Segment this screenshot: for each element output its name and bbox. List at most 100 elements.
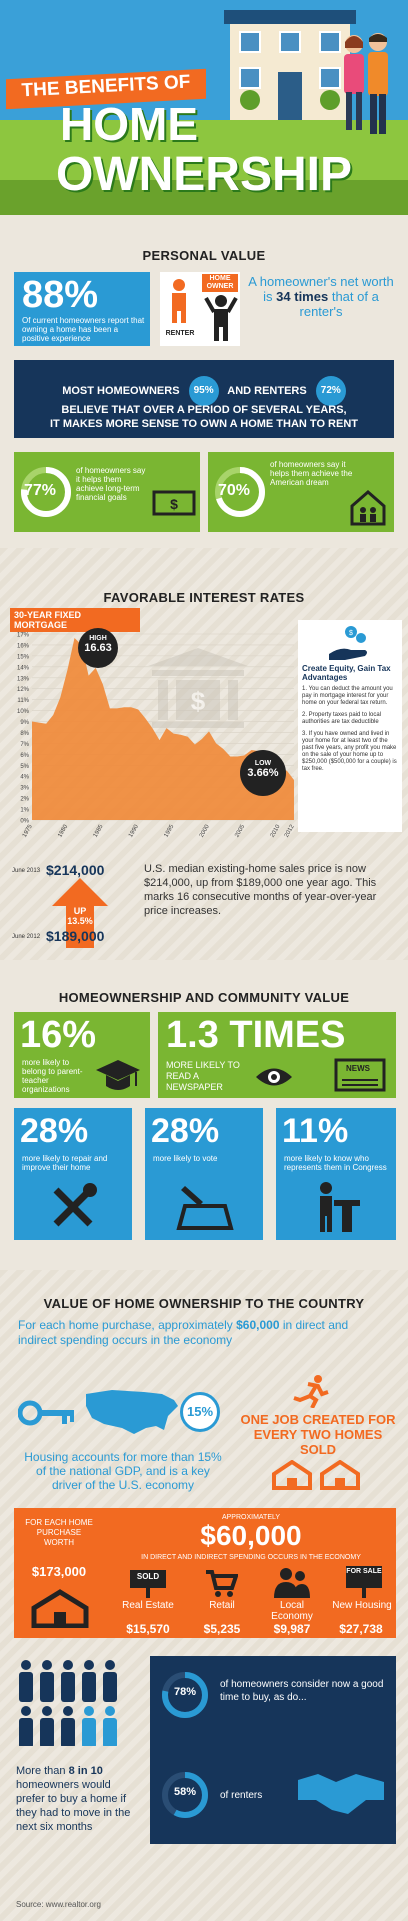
x-tick-label: 2012 bbox=[284, 823, 296, 838]
y-tick-label: 1% bbox=[20, 808, 29, 814]
cat-local-label: Local Economy bbox=[271, 1600, 313, 1622]
y-tick-label: 11% bbox=[17, 698, 29, 704]
purchase-value: $173,000 bbox=[31, 1564, 87, 1579]
stat-88-value: 88% bbox=[22, 274, 99, 316]
country-intro-pre: For each home purchase, approximately bbox=[18, 1318, 233, 1332]
high-value: 16.63 bbox=[84, 642, 112, 654]
svg-text:$: $ bbox=[191, 686, 206, 716]
renters-text: of renters bbox=[220, 1790, 263, 1801]
belief-homeowners: MOST HOMEOWNERS bbox=[62, 384, 180, 397]
x-tick-label: 1990 bbox=[128, 823, 140, 838]
x-tick-label: 1980 bbox=[57, 823, 69, 838]
community-16-value: 16% bbox=[20, 1014, 97, 1056]
networth-bold: 34 times bbox=[276, 289, 329, 304]
stat-77-donut bbox=[21, 467, 71, 517]
jobs-text: ONE JOB CREATED FOR EVERY TWO HOMES SOLD bbox=[240, 1412, 396, 1457]
renter-label: RENTER bbox=[165, 330, 195, 337]
renter-owner-box: RENTER HOME OWNER bbox=[160, 272, 240, 346]
stat-77-box: 77% of homeowners say it helps them achi… bbox=[14, 452, 200, 532]
y-tick-label: 8% bbox=[20, 731, 29, 737]
stat-70-text: of homeowners say it helps them achieve … bbox=[270, 460, 353, 487]
tax-hand-icon: $ bbox=[329, 626, 367, 660]
gdp-badge: 15% bbox=[180, 1392, 220, 1432]
svg-text:$: $ bbox=[170, 496, 178, 512]
belief-line3: IT MAKES MORE SENSE TO OWN A HOME THAN T… bbox=[49, 418, 358, 430]
prefer-post: homeowners would prefer to buy a home if… bbox=[16, 1779, 131, 1833]
up-label: UP bbox=[73, 906, 87, 916]
networth-post: that of a renter's bbox=[299, 289, 379, 319]
country-header: VALUE OF HOME OWNERSHIP TO THE COUNTRY bbox=[43, 1296, 365, 1311]
stat-70-donut bbox=[215, 467, 265, 517]
sold-label: SOLD bbox=[136, 1572, 160, 1581]
homes-icon bbox=[272, 1460, 360, 1490]
couple-icon bbox=[344, 33, 388, 134]
svg-text:$: $ bbox=[349, 630, 353, 637]
usa-map-icon bbox=[86, 1390, 178, 1434]
key-icon bbox=[18, 1400, 74, 1426]
belief-line1: MOST HOMEOWNERS 95% AND RENTERS 72% bbox=[14, 376, 394, 406]
running-man-icon bbox=[293, 1375, 329, 1408]
person-icon bbox=[40, 1706, 54, 1746]
renter-icon bbox=[172, 279, 186, 323]
low-value: 3.66% bbox=[247, 767, 279, 779]
rates-tag: 30-YEAR FIXED MORTGAGE bbox=[10, 608, 140, 632]
y-tick-label: 3% bbox=[20, 786, 29, 792]
tax-item-3: 3. If you have owned and lived in your h… bbox=[302, 731, 397, 772]
sold-sign-icon bbox=[130, 1570, 166, 1598]
graduation-cap-icon bbox=[96, 1060, 140, 1090]
belief-pct-renters: 72% bbox=[315, 376, 346, 406]
tax-item-2: 2. Property taxes paid to local authorit… bbox=[302, 712, 382, 725]
spend-text: IN DIRECT AND INDIRECT SPENDING OCCURS I… bbox=[141, 1554, 361, 1561]
low-badge: LOW 3.66% bbox=[240, 750, 286, 796]
hero-title-line3: OWNERSHIP bbox=[55, 148, 352, 201]
community-congress-value: 11% bbox=[282, 1112, 349, 1150]
june2012-value: $189,000 bbox=[46, 928, 105, 944]
x-tick-label: 2000 bbox=[199, 823, 211, 838]
belief-box: MOST HOMEOWNERS 95% AND RENTERS 72% BELI… bbox=[14, 360, 394, 438]
spending-box: FOR EACH HOME PURCHASE WORTH $173,000 AP… bbox=[14, 1508, 396, 1638]
family-icon bbox=[350, 490, 386, 526]
good-time-box: 78% of homeowners consider now a good ti… bbox=[150, 1656, 396, 1844]
approx-label: APPROXIMATELY bbox=[221, 1514, 281, 1521]
y-tick-label: 17% bbox=[17, 633, 30, 639]
belief-renters: AND RENTERS bbox=[227, 384, 307, 397]
bank-icon: $ bbox=[148, 648, 248, 728]
hero-grass-dark bbox=[0, 180, 408, 215]
stat-88-text: Of current homeowners report that owning… bbox=[22, 316, 145, 343]
good-time-pct: 78% bbox=[173, 1686, 197, 1698]
x-tick-label: 2010 bbox=[270, 823, 282, 838]
up-value: 13.5% bbox=[67, 916, 93, 926]
stat-70-box: 70% of homeowners say it helps them achi… bbox=[208, 452, 394, 532]
gdp-text: Housing accounts for more than 15% of th… bbox=[24, 1450, 222, 1492]
community-16-box: 16% more likely to belong to parent-teac… bbox=[14, 1012, 150, 1098]
prefer-pre: More than bbox=[16, 1765, 66, 1777]
y-tick-label: 10% bbox=[17, 709, 30, 715]
house-icon bbox=[224, 10, 356, 120]
y-tick-label: 2% bbox=[20, 797, 29, 803]
person-icon bbox=[103, 1660, 117, 1702]
renters-pct: 58% bbox=[173, 1786, 197, 1798]
chart-area-fill bbox=[32, 638, 294, 820]
source-text: Source: www.realtor.org bbox=[16, 1900, 101, 1909]
cat-new-housing-label: New Housing bbox=[332, 1600, 392, 1611]
stat-77-text: of homeowners say it helps them achieve … bbox=[76, 466, 146, 502]
x-tick-label: 1975 bbox=[22, 823, 34, 838]
community-vote-box: 28% more likely to vote bbox=[145, 1108, 263, 1240]
community-congress-box: 11% more likely to know who represents t… bbox=[276, 1108, 396, 1240]
person-icon bbox=[82, 1706, 96, 1746]
mortgage-rate-chart: 17% 16% 15% 14% 13% 12% 11% 10% 9% 8% 7% 6% 5% 4% 3% 2%… bbox=[17, 633, 296, 839]
cat-local-value: $9,987 bbox=[273, 1622, 311, 1636]
x-tick-label: 2005 bbox=[234, 823, 246, 838]
podium-icon bbox=[320, 1182, 360, 1232]
eye-icon bbox=[256, 1068, 292, 1086]
y-tick-label: 15% bbox=[17, 654, 30, 660]
y-tick-label: 12% bbox=[17, 687, 30, 693]
cat-new-housing-value: $27,738 bbox=[339, 1622, 383, 1636]
country-intro-bold: $60,000 bbox=[236, 1318, 280, 1332]
country-intro-post: in direct and indirect spending occurs i… bbox=[18, 1318, 349, 1347]
community-repair-value: 28% bbox=[20, 1112, 89, 1150]
community-times-text: MORE LIKELY TO READ A NEWSPAPER bbox=[166, 1060, 240, 1092]
newspaper-label: NEWS bbox=[346, 1064, 370, 1073]
community-16-text: more likely to belong to parent-teacher … bbox=[22, 1058, 83, 1094]
